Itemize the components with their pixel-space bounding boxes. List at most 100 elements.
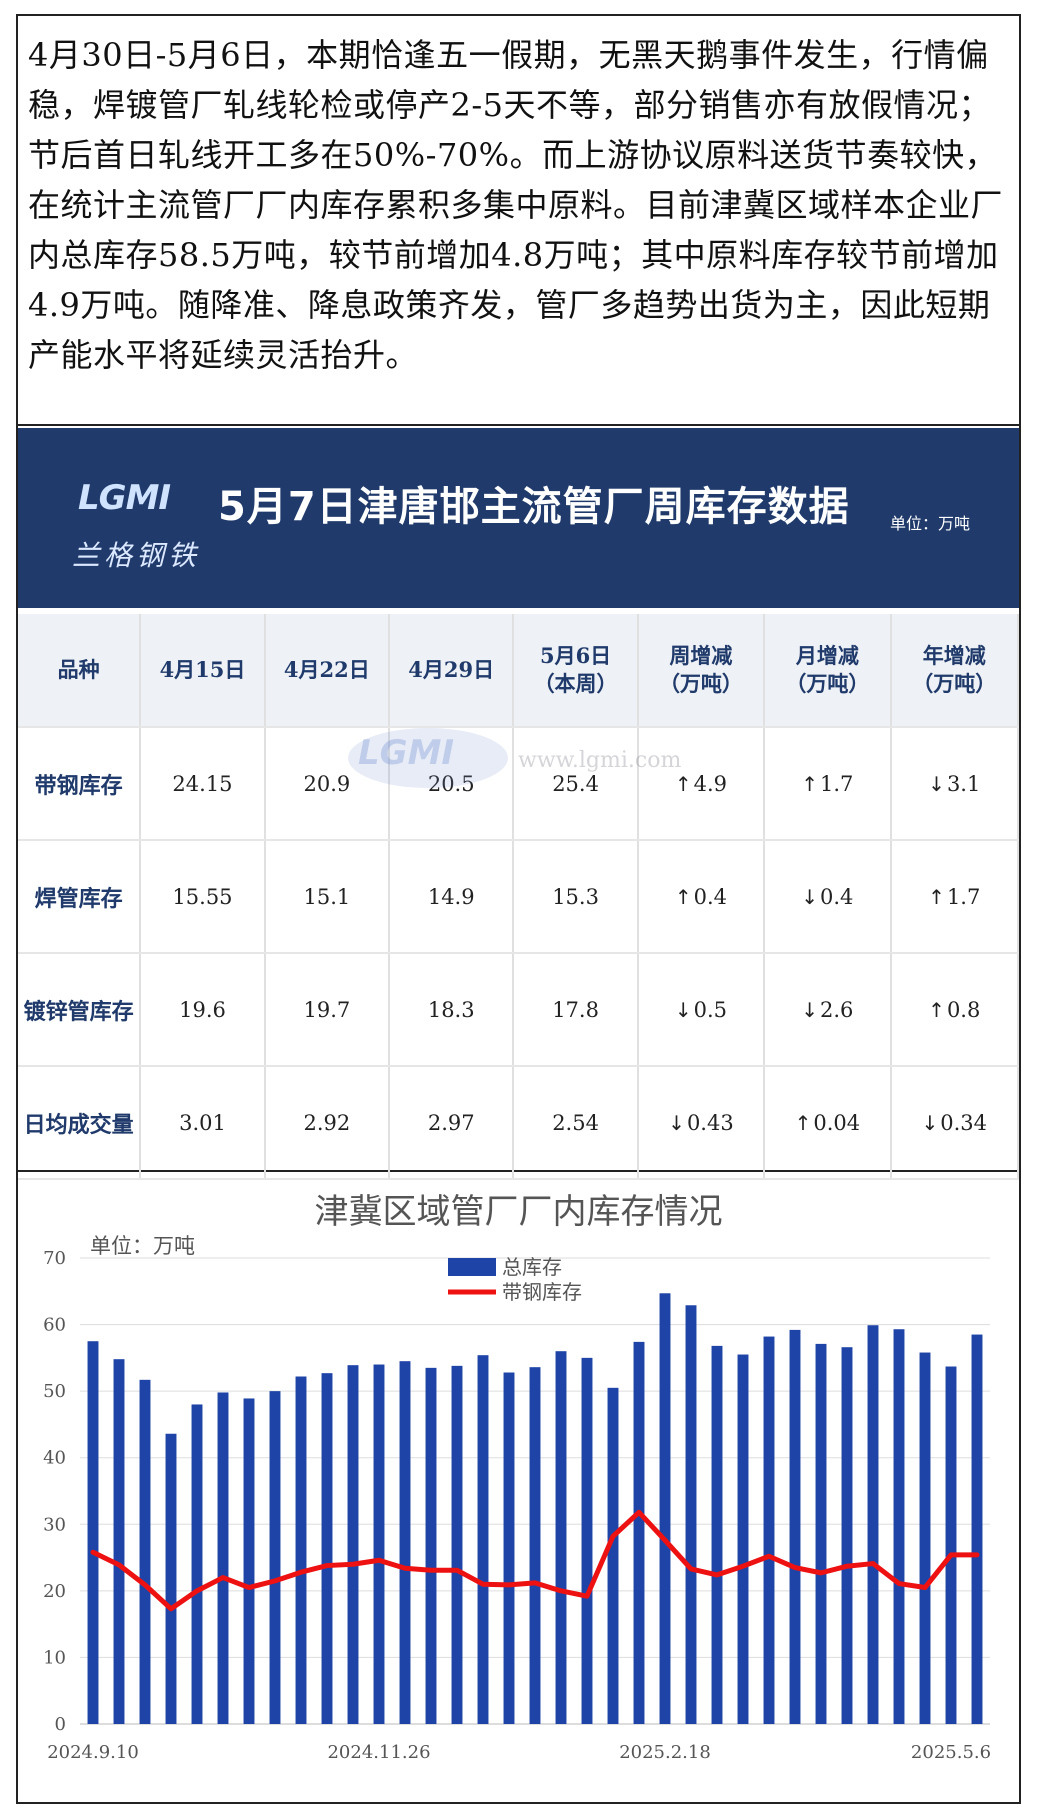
bar	[633, 1341, 645, 1724]
table-row: 带钢库存 24.15 20.9 20.5 25.4 ↑4.9 ↑1.7 ↓3.1	[18, 727, 1020, 841]
value-cell: 14.9	[389, 840, 515, 954]
arrow-down-icon: ↓	[668, 1110, 685, 1135]
change-value: 4.9	[693, 771, 728, 796]
value-cell: 15.1	[264, 840, 391, 954]
bar	[477, 1355, 489, 1724]
intro-paragraph: 4月30日-5月6日，本期恰逢五一假期，无黑天鹅事件发生，行情偏稳，焊镀管厂轧线…	[18, 16, 1019, 426]
logo-wordmark: LGMI	[78, 478, 171, 518]
bar	[503, 1372, 515, 1724]
change-value: 2.6	[820, 997, 854, 1022]
bar	[451, 1365, 463, 1724]
y-tick-label: 60	[43, 1315, 66, 1336]
row-label: 日均成交量	[18, 1066, 142, 1180]
bar	[399, 1361, 411, 1724]
value-cell: 20.5	[389, 727, 515, 841]
week-change-cell: ↓0.5	[637, 953, 766, 1067]
change-value: 0.4	[820, 884, 854, 909]
bar	[295, 1376, 307, 1724]
table-row: 焊管库存 15.55 15.1 14.9 15.3 ↑0.4 ↓0.4 ↑1.7	[18, 840, 1020, 954]
chart-unit-label: 单位：万吨	[90, 1234, 195, 1258]
change-value: 0.04	[813, 1110, 861, 1135]
legend-swatch-bar	[448, 1258, 496, 1276]
line-series-path	[90, 1509, 980, 1612]
arrow-up-icon: ↑	[674, 884, 692, 909]
bar	[971, 1334, 983, 1724]
bar	[841, 1347, 853, 1724]
chart-title: 津冀区域管厂厂内库存情况	[314, 1192, 723, 1232]
bar	[555, 1351, 567, 1724]
bar	[139, 1379, 151, 1724]
col-header-apr22: 4月22日	[264, 614, 391, 728]
arrow-down-icon: ↓	[921, 1110, 939, 1135]
x-tick-label: 2024.11.26	[327, 1742, 430, 1763]
year-change-cell: ↓0.34	[890, 1066, 1020, 1180]
change-value: 1.7	[946, 884, 981, 909]
value-cell: 15.3	[513, 840, 639, 954]
value-cell: 25.4	[513, 727, 639, 841]
table-header-row: 品种 4月15日 4月22日 4月29日 5月6日 （本周） 周增减 （万吨） 月增…	[18, 614, 1020, 728]
value-cell: 17.8	[513, 953, 639, 1067]
y-tick-label: 10	[43, 1647, 66, 1668]
year-change-cell: ↑1.7	[890, 840, 1020, 954]
bar	[425, 1367, 437, 1724]
arrow-up-icon: ↑	[928, 997, 945, 1022]
y-tick-label: 70	[43, 1248, 66, 1269]
arrow-up-icon: ↑	[928, 884, 945, 909]
col-header-apr15: 4月15日	[140, 614, 266, 728]
bar	[347, 1365, 359, 1724]
inventory-panel: LGMI 兰格钢铁 5月7日津唐邯主流管厂周库存数据 单位：万吨 品种 4月15…	[18, 428, 1020, 1180]
table-row: 镀锌管库存 19.6 19.7 18.3 17.8 ↓0.5 ↓2.6 ↑0.8	[18, 953, 1020, 1067]
arrow-down-icon: ↓	[928, 771, 945, 796]
col-header-apr29: 4月29日	[389, 614, 515, 728]
row-label: 焊管库存	[18, 840, 142, 954]
chart-plot: 0 10 20 30 40 50 60 70 2024.9.10 2024.11.26 2025.2…	[43, 1248, 991, 1763]
change-value: 0.4	[693, 884, 728, 909]
value-cell: 24.15	[140, 727, 266, 841]
col-header-weekly-change: 周增减 （万吨）	[637, 614, 766, 728]
x-tick-label: 2024.9.10	[47, 1742, 139, 1763]
arrow-down-icon: ↓	[801, 884, 819, 909]
y-tick-label: 0	[55, 1714, 66, 1735]
value-cell: 2.54	[513, 1066, 639, 1180]
bar	[659, 1293, 671, 1724]
legend-label: 总库存	[502, 1255, 562, 1279]
month-change-cell: ↓2.6	[764, 953, 892, 1067]
value-cell: 19.6	[140, 953, 266, 1067]
bar	[165, 1433, 177, 1724]
value-cell: 18.3	[389, 953, 515, 1067]
outer-frame	[16, 14, 1021, 1804]
bar	[945, 1366, 957, 1724]
bar	[815, 1343, 827, 1724]
bar	[373, 1364, 385, 1724]
month-change-cell: ↑0.04	[764, 1066, 892, 1180]
y-tick-label: 50	[43, 1381, 66, 1402]
year-change-cell: ↓3.1	[890, 727, 1020, 841]
value-cell: 15.55	[140, 840, 266, 954]
change-value: 0.34	[940, 1110, 988, 1135]
x-tick-label: 2025.5.6	[911, 1742, 991, 1763]
week-change-cell: ↑0.4	[637, 840, 766, 954]
banner-title: 5月7日津唐邯主流管厂周库存数据	[218, 484, 850, 530]
change-value: 1.7	[820, 771, 854, 796]
inventory-table: 品种 4月15日 4月22日 4月29日 5月6日 （本周） 周增减 （万吨） 月增…	[18, 614, 1020, 1180]
x-tick-label: 2025.2.18	[619, 1742, 711, 1763]
change-value: 3.1	[946, 771, 981, 796]
bar	[737, 1354, 749, 1724]
value-cell: 3.01	[140, 1066, 266, 1180]
arrow-up-icon: ↑	[801, 771, 819, 796]
arrow-down-icon: ↓	[801, 997, 819, 1022]
bar	[113, 1359, 125, 1724]
value-cell: 2.97	[389, 1066, 515, 1180]
row-label: 带钢库存	[18, 727, 142, 841]
bar	[763, 1336, 775, 1724]
bar	[685, 1305, 697, 1724]
col-header-yearly-change: 年增减 （万吨）	[890, 614, 1020, 728]
logo-subtitle: 兰格钢铁	[72, 539, 201, 572]
y-tick-label: 30	[43, 1514, 66, 1535]
bar	[581, 1357, 593, 1724]
month-change-cell: ↑1.7	[764, 727, 892, 841]
week-change-cell: ↓0.43	[637, 1066, 766, 1180]
change-value: 0.8	[946, 997, 981, 1022]
bar	[243, 1398, 255, 1724]
banner-unit: 单位：万吨	[890, 514, 971, 533]
